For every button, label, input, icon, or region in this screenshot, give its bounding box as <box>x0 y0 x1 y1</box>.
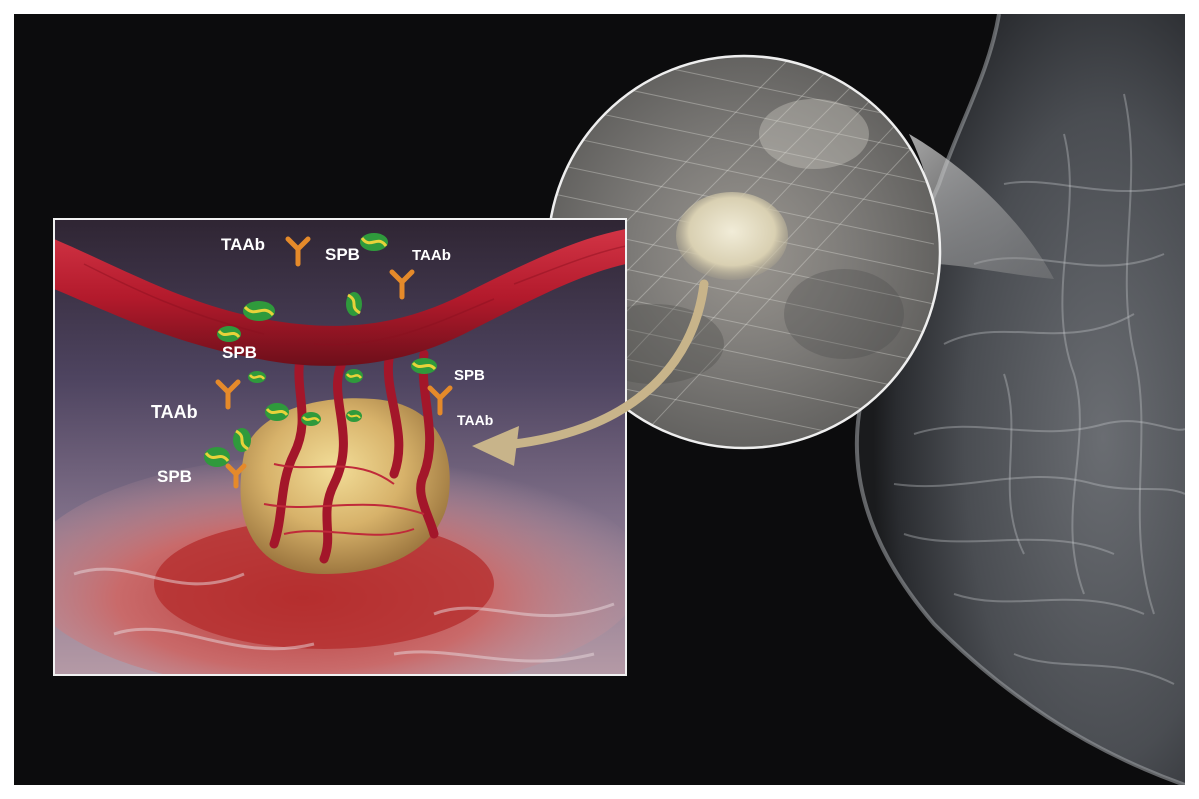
tumor-mass <box>676 192 788 280</box>
image-frame: TAAb SPB TAAb SPB SPB TAAb TAAb SPB <box>14 14 1185 785</box>
label-spb-mid-right: SPB <box>454 367 485 384</box>
label-taab-top: TAAb <box>221 235 265 254</box>
blood-vessel <box>54 229 626 366</box>
magnification-cone <box>909 134 1054 279</box>
label-spb-mid-left: SPB <box>222 343 257 362</box>
label-spb-top: SPB <box>325 245 360 264</box>
tumor-illustration-panel: TAAb SPB TAAb SPB SPB TAAb TAAb SPB <box>53 218 627 676</box>
mammogram-breast <box>854 14 1185 785</box>
label-taab-mid-left: TAAb <box>151 402 198 422</box>
label-taab-top-right: TAAb <box>412 247 451 264</box>
label-spb-bottom-left: SPB <box>157 467 192 486</box>
protein-biomarkers <box>204 233 437 467</box>
illustration-canvas: TAAb SPB TAAb SPB SPB TAAb TAAb SPB <box>53 14 1185 785</box>
antibodies <box>215 236 453 489</box>
feeding-vessels <box>269 339 439 564</box>
magnified-tissue-circle <box>546 54 942 450</box>
connecting-arrow <box>472 279 709 466</box>
label-taab-mid-right: TAAb <box>457 412 493 428</box>
